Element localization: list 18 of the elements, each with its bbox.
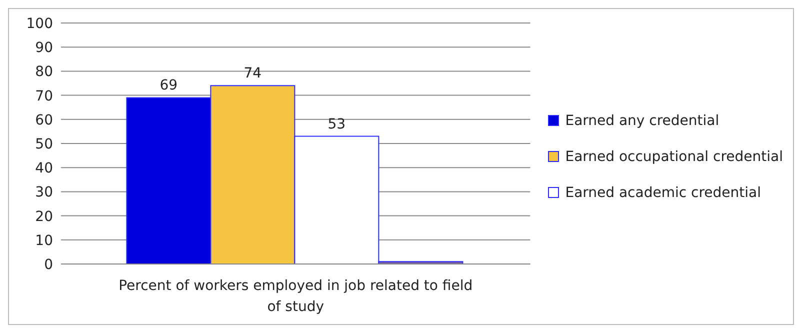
y-tick-label: 60 [35, 112, 53, 128]
y-tick-label: 50 [35, 136, 53, 152]
y-tick-label: 10 [35, 232, 53, 249]
data-label: 74 [244, 66, 262, 82]
data-label: 69 [160, 78, 178, 94]
legend-label: Earned occupational credential [565, 148, 783, 164]
legend-label: Earned any credential [565, 112, 720, 128]
y-tick-label: 0 [44, 256, 53, 273]
y-tick-label: 30 [35, 184, 53, 201]
y-tick-label: 40 [35, 160, 53, 177]
legend-label: Earned academic credential [565, 184, 761, 200]
y-tick-label: 70 [35, 88, 53, 104]
x-tick-label: Percent of workers employed in job related to field of study [118, 278, 473, 315]
y-tick-label: 80 [35, 64, 53, 80]
y-tick-label: 20 [35, 208, 53, 225]
y-tick-label: 100 [26, 16, 53, 32]
data-label: 53 [328, 116, 346, 132]
y-tick-label: 90 [35, 40, 53, 56]
